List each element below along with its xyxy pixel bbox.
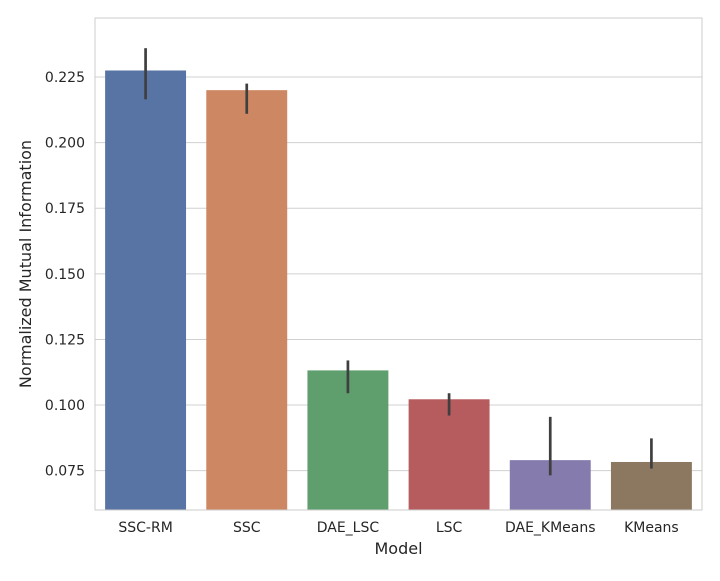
x-tick-label: LSC — [436, 520, 463, 536]
bar-dae-lsc — [307, 370, 389, 510]
grid-layer — [95, 76, 702, 472]
x-axis-label: Model — [374, 539, 422, 558]
y-tick-label: 0.175 — [45, 201, 85, 217]
x-tick-label: DAE_KMeans — [505, 520, 596, 536]
plot-frame — [94, 17, 703, 511]
x-tick-label: SSC — [233, 520, 261, 536]
bar-ssc — [206, 90, 288, 510]
bar-ssc-rm — [105, 70, 187, 510]
y-tick-label: 0.125 — [45, 332, 85, 348]
x-tick-label: KMeans — [624, 520, 679, 536]
y-tick-label: 0.200 — [45, 136, 85, 152]
y-tick-label: 0.225 — [45, 70, 85, 86]
bar-lsc — [408, 399, 490, 510]
y-tick-label: 0.075 — [45, 464, 85, 480]
x-tick-label: DAE_LSC — [317, 520, 380, 536]
bar-kmeans — [610, 461, 692, 510]
x-tick-label: SSC-RM — [118, 520, 172, 536]
y-tick-labels: 0.075 0.100 0.125 0.150 0.175 0.200 0.225 — [45, 70, 85, 480]
bar-layer — [105, 70, 692, 510]
y-tick-label: 0.100 — [45, 398, 85, 414]
x-tick-labels: SSC-RM SSC DAE_LSC LSC DAE_KMeans KMeans — [118, 520, 678, 536]
error-bar-layer — [144, 48, 653, 476]
y-tick-label: 0.150 — [45, 267, 85, 283]
y-axis-label: Normalized Mutual Information — [16, 140, 35, 388]
